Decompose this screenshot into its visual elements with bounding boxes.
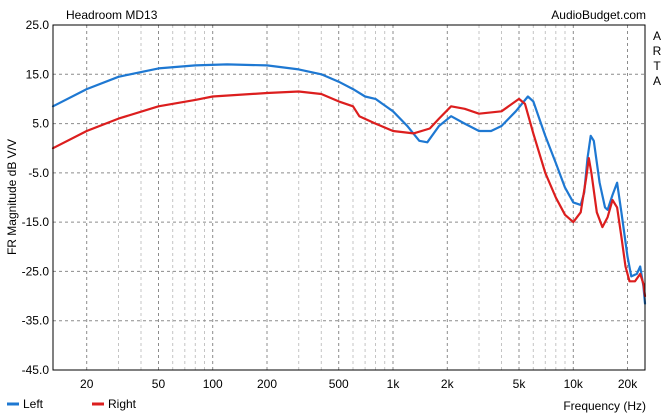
x-tick-label: 200	[257, 377, 277, 391]
y-tick-label: 15.0	[26, 67, 50, 81]
legend-label-right: Right	[108, 397, 137, 411]
axis-labels: 25.0 15.0 5.0 -5.0 -15.0 -25.0 -35.0 -45.0 20 50 1…	[22, 18, 639, 391]
y-tick-label: -35.0	[22, 314, 50, 328]
x-tick-label: 100	[203, 377, 223, 391]
side-label-letter: R	[653, 44, 662, 58]
x-tick-label: 2k	[441, 377, 455, 391]
y-tick-label: -15.0	[22, 215, 50, 229]
x-tick-label: 5k	[513, 377, 527, 391]
side-label-letter: T	[653, 59, 661, 73]
y-tick-label: -5.0	[28, 166, 49, 180]
y-axis-label: FR Magnitude dB V/V	[5, 139, 19, 255]
y-tick-label: -45.0	[22, 363, 50, 377]
x-tick-label: 50	[152, 377, 166, 391]
side-label-letter: A	[653, 74, 661, 88]
x-tick-label: 20k	[618, 377, 638, 391]
series-group	[51, 63, 647, 305]
series-line-right	[51, 90, 647, 298]
x-tick-label: 1k	[387, 377, 401, 391]
x-axis-label: Frequency (Hz)	[563, 399, 646, 413]
x-tick-label: 20	[80, 377, 94, 391]
grid	[53, 25, 645, 370]
chart-title: Headroom MD13	[66, 8, 158, 22]
series-line-left	[51, 63, 647, 305]
legend: Left Right	[7, 397, 137, 411]
source-label: AudioBudget.com	[551, 8, 646, 22]
x-tick-label: 500	[329, 377, 349, 391]
legend-label-left: Left	[23, 397, 44, 411]
x-tick-label: 10k	[564, 377, 584, 391]
y-tick-label: 25.0	[26, 18, 50, 32]
y-tick-label: -25.0	[22, 264, 50, 278]
plot-frame	[52, 24, 646, 371]
side-label-letter: A	[653, 29, 661, 43]
y-tick-label: 5.0	[32, 117, 49, 131]
